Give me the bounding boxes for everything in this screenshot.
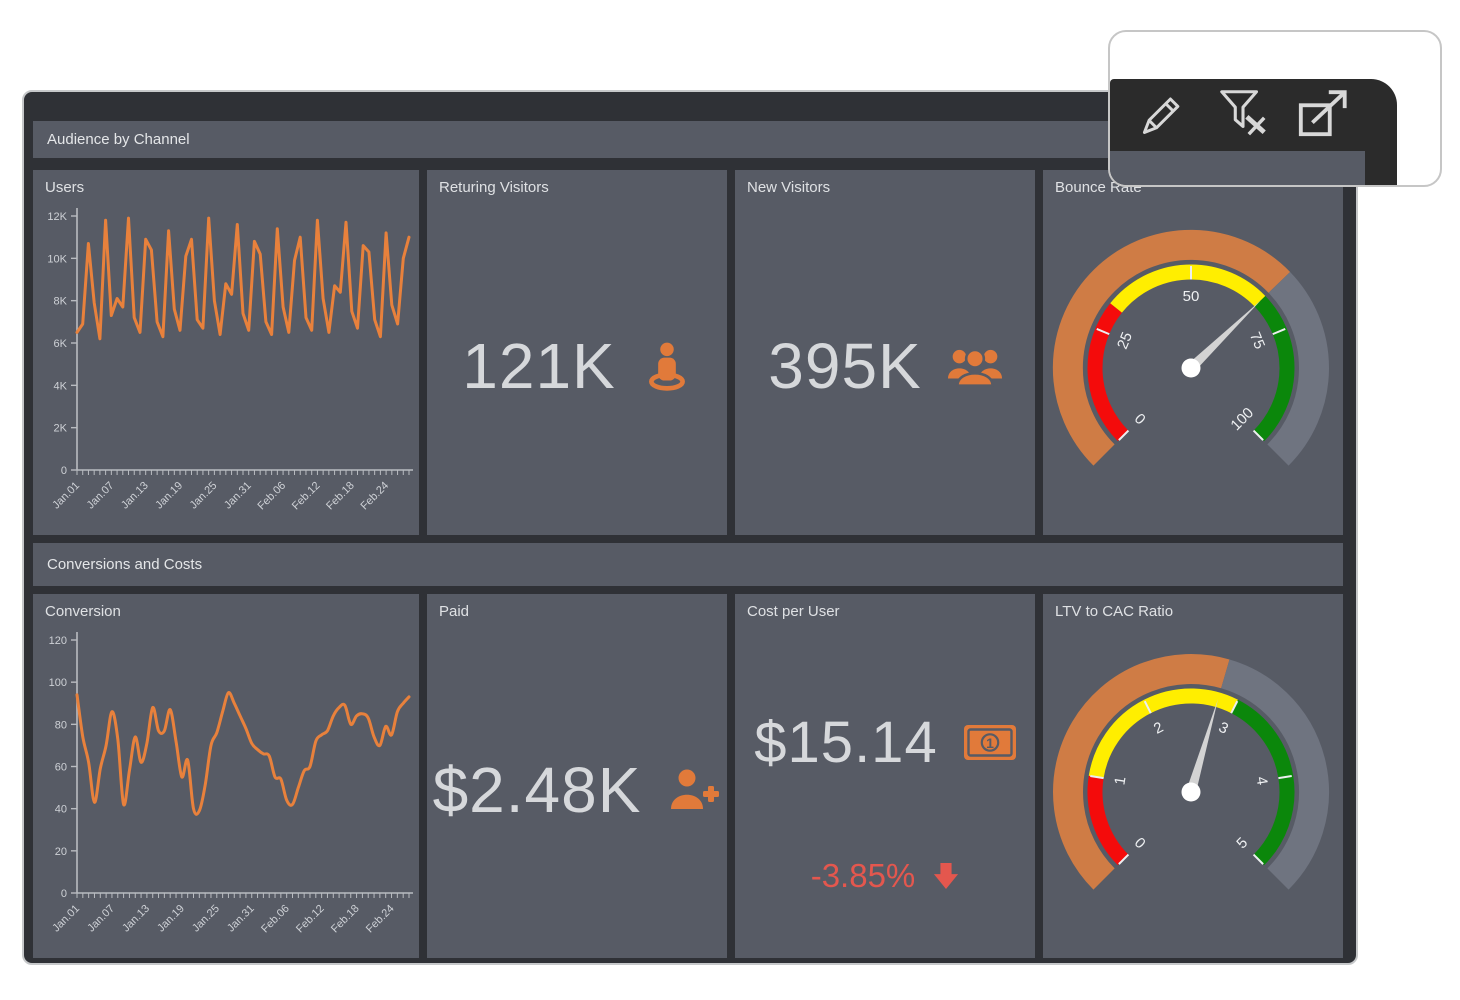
svg-text:1: 1	[986, 735, 994, 751]
widget-toolbar-popover	[1108, 30, 1442, 187]
svg-text:Jan.31: Jan.31	[225, 903, 257, 935]
widget-title: Returing Visitors	[439, 179, 549, 196]
street-view-person-icon	[642, 340, 692, 392]
svg-text:Feb.06: Feb.06	[259, 903, 292, 936]
svg-text:Feb.12: Feb.12	[290, 480, 323, 513]
svg-text:Jan.13: Jan.13	[120, 903, 152, 935]
svg-text:0: 0	[1131, 834, 1149, 852]
bounce-rate-gauge[interactable]: 0 25 50 75 100	[1043, 170, 1343, 535]
widget-users[interactable]: Users 0 2K 4K 6K 8K 10K 12K Jan.01 Jan.07 Jan.13 J…	[33, 170, 419, 535]
svg-text:Jan.13: Jan.13	[119, 480, 151, 512]
svg-text:Jan.07: Jan.07	[85, 480, 117, 512]
svg-text:Feb.18: Feb.18	[329, 903, 362, 936]
section-title: Conversions and Costs	[47, 556, 203, 573]
svg-text:0: 0	[61, 888, 67, 900]
svg-text:12K: 12K	[47, 211, 67, 223]
svg-text:Jan.31: Jan.31	[222, 480, 254, 512]
svg-text:100: 100	[1227, 404, 1257, 434]
section-header-conversions: Conversions and Costs	[33, 543, 1343, 586]
money-bill-icon: 1	[963, 724, 1016, 760]
section-title: Audience by Channel	[47, 131, 190, 148]
svg-text:4: 4	[1253, 775, 1271, 786]
widget-header-strip	[1110, 151, 1365, 185]
widget-returning-visitors[interactable]: Returing Visitors 121K	[427, 170, 727, 535]
new-visitors-value: 395K	[768, 330, 922, 402]
svg-text:Jan.19: Jan.19	[153, 480, 185, 512]
dashboard-frame: Audience by Channel Users 0 2K 4K 6K 8K 10K 12…	[22, 90, 1358, 965]
user-plus-icon	[667, 767, 721, 813]
svg-text:0: 0	[61, 465, 67, 477]
widget-bounce-rate[interactable]: Bounce Rate 0 25 50 75 100	[1043, 170, 1343, 535]
cost-per-user-value: $15.14	[754, 709, 938, 775]
widget-cost-per-user[interactable]: Cost per User $15.14 1 -3.85%	[735, 594, 1035, 958]
svg-text:3: 3	[1216, 719, 1231, 738]
svg-text:25: 25	[1114, 330, 1136, 352]
filter-clear-icon	[1216, 85, 1270, 144]
ltv-cac-gauge[interactable]: 0 1 2 3 4 5	[1043, 594, 1343, 958]
svg-text:Feb.12: Feb.12	[294, 903, 327, 936]
svg-text:Feb.18: Feb.18	[324, 480, 357, 513]
maximize-icon	[1296, 85, 1350, 144]
widget-title: Conversion	[45, 603, 121, 620]
svg-text:Feb.24: Feb.24	[364, 903, 397, 936]
paid-value: $2.48K	[432, 754, 642, 826]
users-group-icon	[947, 344, 1002, 388]
widget-title: LTV to CAC Ratio	[1055, 603, 1174, 620]
clear-filter-button[interactable]	[1216, 85, 1270, 143]
svg-text:6K: 6K	[54, 338, 68, 350]
svg-text:4K: 4K	[54, 380, 68, 392]
svg-text:8K: 8K	[54, 296, 68, 308]
pencil-icon	[1137, 86, 1189, 143]
svg-text:2: 2	[1151, 719, 1166, 738]
svg-text:1: 1	[1111, 775, 1129, 786]
svg-text:60: 60	[55, 762, 67, 774]
widget-conversion[interactable]: Conversion 0 20 40 60 80 100 120 Jan.01 Jan.07 Ja…	[33, 594, 419, 958]
widget-title: Users	[45, 179, 85, 196]
svg-text:80: 80	[55, 719, 67, 731]
svg-text:10K: 10K	[47, 253, 67, 265]
widget-title: Cost per User	[747, 603, 840, 620]
svg-text:Feb.24: Feb.24	[359, 480, 392, 513]
widget-title: New Visitors	[747, 179, 831, 196]
svg-text:40: 40	[55, 804, 67, 816]
returning-visitors-value: 121K	[462, 330, 616, 402]
maximize-widget-button[interactable]	[1296, 85, 1350, 143]
svg-text:50: 50	[1183, 288, 1200, 305]
svg-text:120: 120	[49, 635, 67, 647]
svg-text:Jan.19: Jan.19	[155, 903, 187, 935]
svg-text:100: 100	[49, 677, 67, 689]
svg-text:2K: 2K	[54, 423, 68, 435]
widget-ltv-cac[interactable]: LTV to CAC Ratio 0 1 2 3 4 5	[1043, 594, 1343, 958]
svg-text:20: 20	[55, 846, 67, 858]
svg-text:Jan.07: Jan.07	[85, 903, 117, 935]
svg-text:75: 75	[1246, 330, 1268, 352]
svg-text:Jan.25: Jan.25	[190, 903, 222, 935]
widget-new-visitors[interactable]: New Visitors 395K	[735, 170, 1035, 535]
svg-text:Jan.01: Jan.01	[50, 903, 82, 935]
svg-text:Jan.01: Jan.01	[50, 480, 82, 512]
edit-widget-button[interactable]	[1136, 85, 1190, 143]
svg-text:5: 5	[1233, 834, 1251, 852]
widget-paid[interactable]: Paid $2.48K	[427, 594, 727, 958]
arrow-down-icon	[933, 861, 959, 891]
svg-text:0: 0	[1131, 410, 1149, 428]
svg-text:Feb.06: Feb.06	[255, 480, 288, 513]
widget-title: Paid	[439, 603, 470, 620]
svg-text:Jan.25: Jan.25	[188, 480, 220, 512]
cost-per-user-delta: -3.85%	[810, 857, 916, 894]
